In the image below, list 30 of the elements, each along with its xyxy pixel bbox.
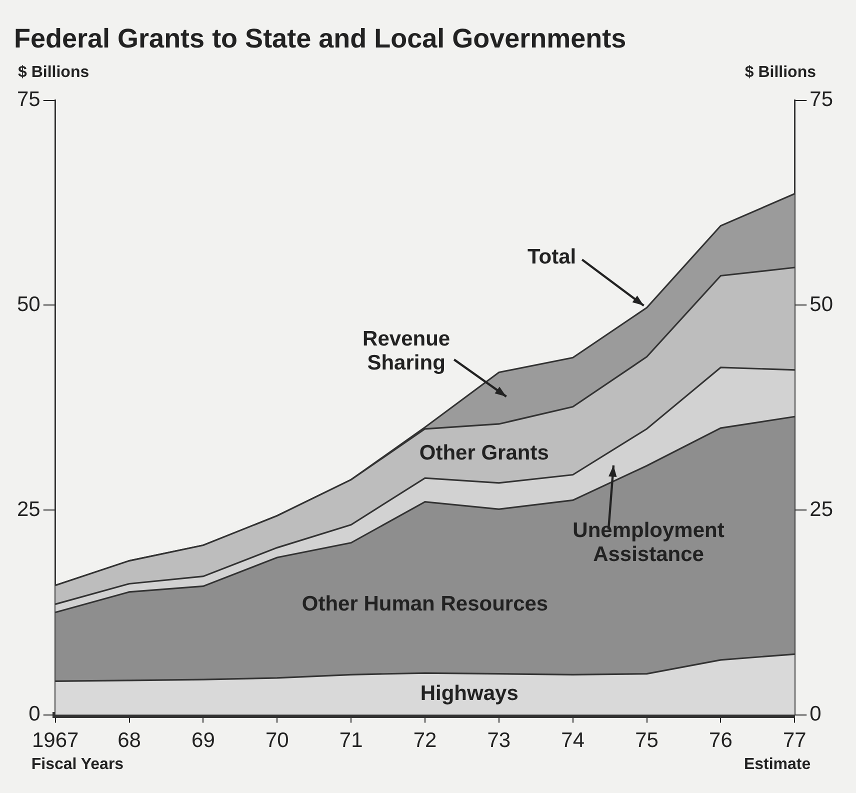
y2-tick-label: 75 <box>810 88 833 112</box>
x-tick-label: 69 <box>192 729 215 752</box>
text: Fiscal Years <box>31 756 124 774</box>
series-label: Unemployment Assistance <box>572 519 724 566</box>
x-tick-label: 72 <box>413 729 437 752</box>
x-tick-label: 74 <box>561 729 585 752</box>
y-tick-label: 0 <box>28 702 40 726</box>
x-tick-label: 77 <box>782 729 806 752</box>
x-tick-label: 70 <box>265 729 289 752</box>
x-tick-label: 1967 <box>32 729 79 752</box>
series-label: Revenue Sharing <box>362 327 450 374</box>
text: Estimate <box>744 756 811 774</box>
y-axis-title: $ Billions <box>18 64 90 81</box>
y2-axis-title: $ Billions <box>744 64 816 81</box>
x-tick-label: 73 <box>487 729 511 752</box>
y2-tick-label: 0 <box>810 702 822 726</box>
x-tick-label: 71 <box>339 729 363 752</box>
series-label: Other Grants <box>419 441 549 464</box>
y-tick-label: 25 <box>17 498 40 521</box>
series-label: Highways <box>420 682 518 705</box>
y-tick-label: 75 <box>17 88 40 112</box>
x-tick-label: 68 <box>118 729 141 752</box>
y2-tick-label: 25 <box>810 498 833 521</box>
y-tick-label: 50 <box>17 292 40 316</box>
x-tick-label: 75 <box>635 729 658 752</box>
annotation: Total <box>527 245 576 268</box>
series-label: Other Human Resources <box>302 592 548 616</box>
chart-title: Federal Grants to State and Local Governments <box>14 24 626 54</box>
y2-tick-label: 50 <box>810 292 833 316</box>
x-tick-label: 76 <box>709 729 732 752</box>
